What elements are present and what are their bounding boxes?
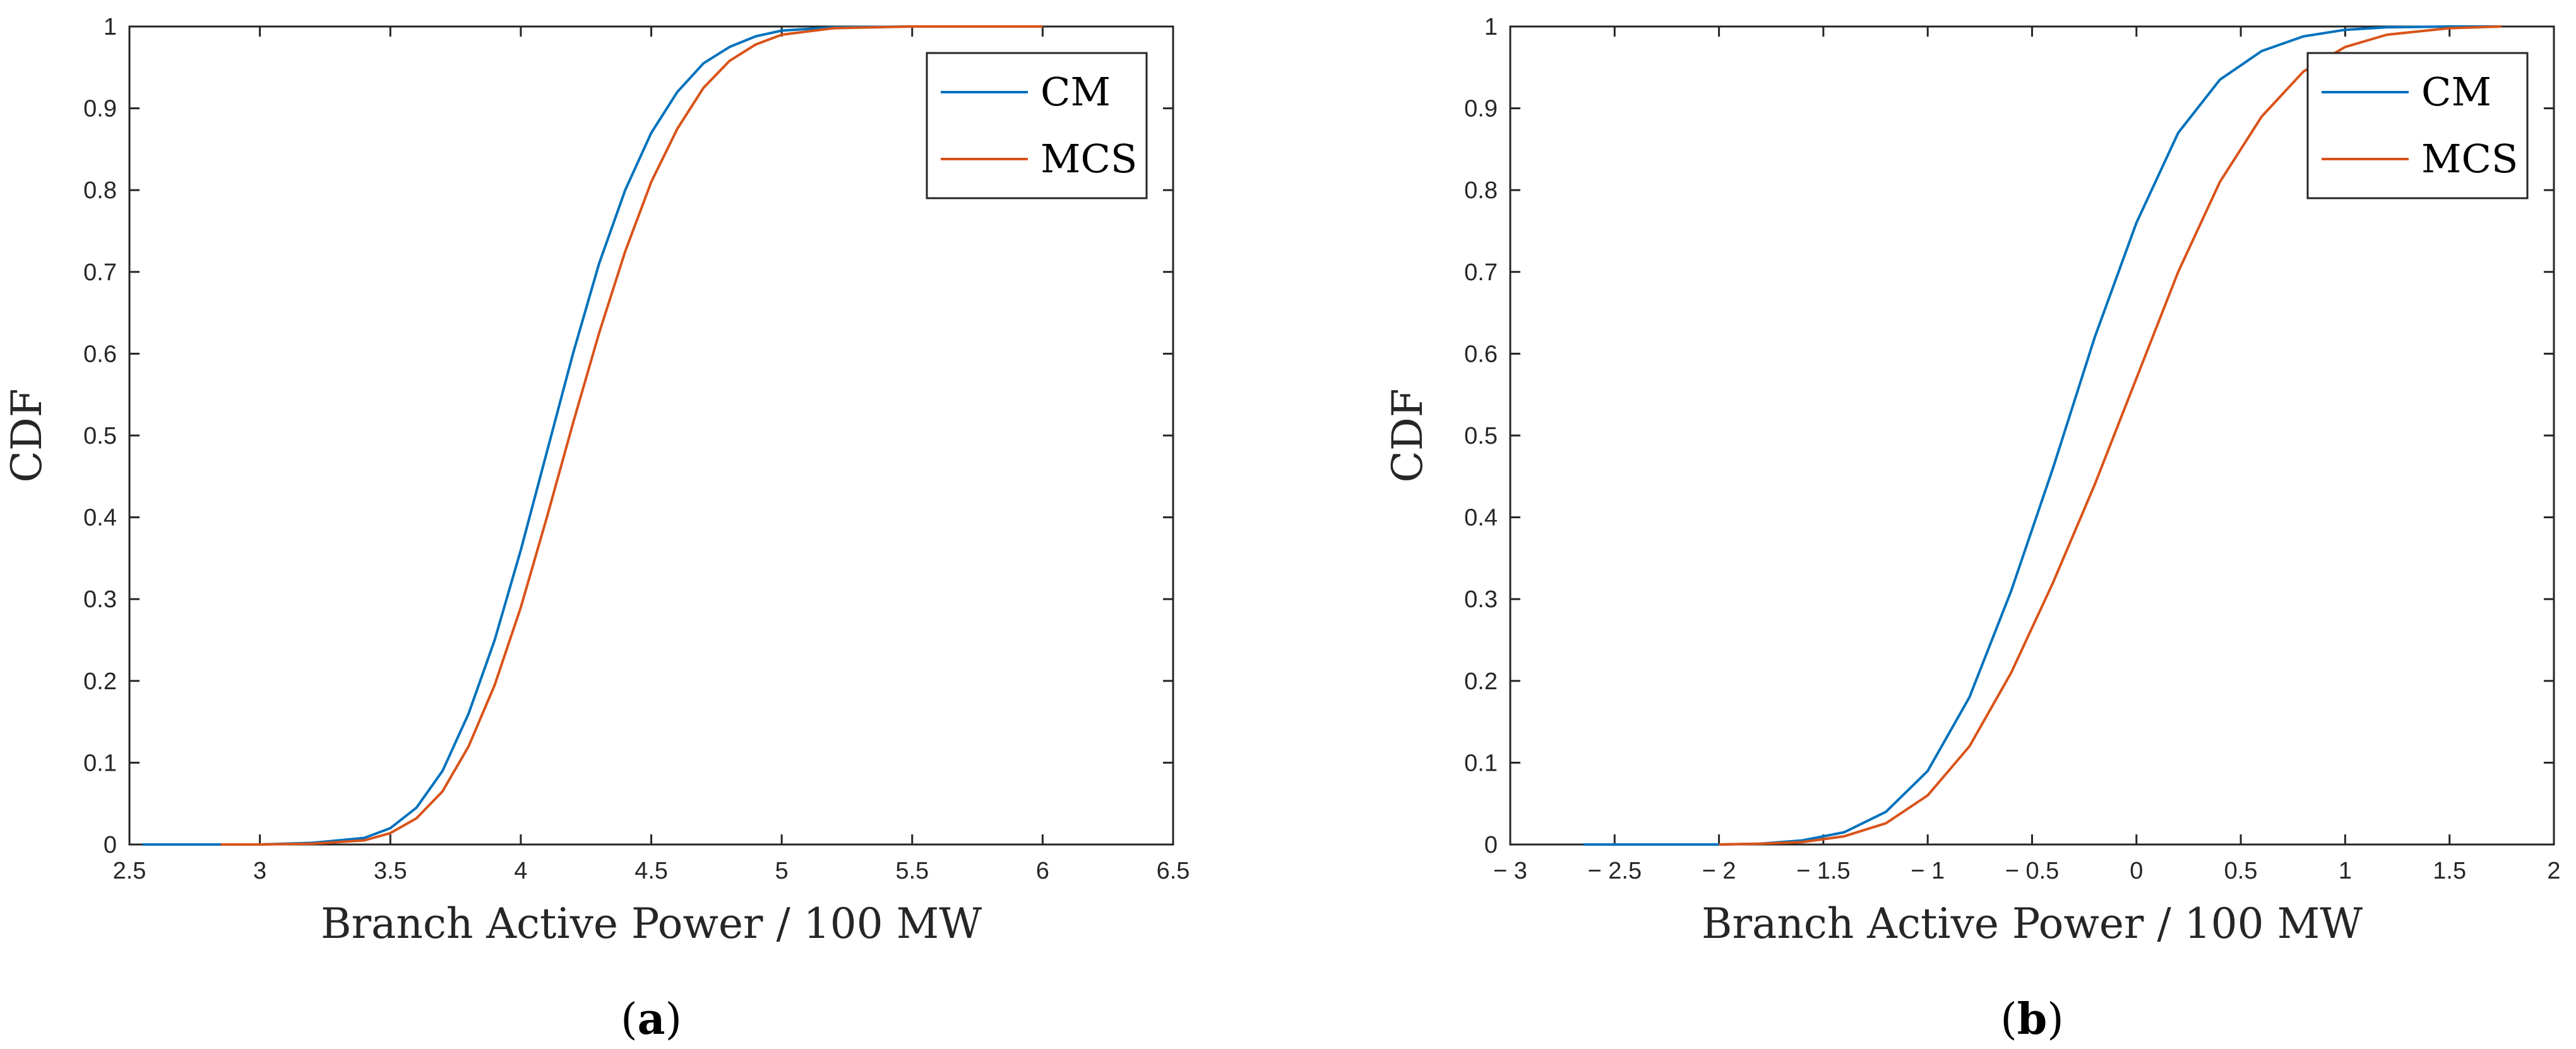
legend-b: CM MCS	[2306, 52, 2529, 199]
x-tick-label-b: − 2	[1702, 858, 1736, 884]
y-tick-label-a: 0.1	[83, 750, 117, 776]
x-tick-label-b: 2	[2547, 858, 2560, 884]
series-line-cm-a	[142, 25, 1043, 846]
x-tick-label-b: 0	[2130, 858, 2143, 884]
y-tick-label-b: 0.4	[1464, 505, 1498, 531]
y-tick-label-b: 0	[1484, 832, 1498, 858]
y-axis-label-a: CDF	[3, 388, 51, 482]
y-tick-label-b: 0.5	[1464, 423, 1498, 449]
panel-letter-b: b	[2017, 994, 2048, 1045]
legend-box-b	[2306, 52, 2529, 199]
series-line-mcs-b	[1719, 25, 2502, 846]
y-tick-label-b: 0.2	[1464, 668, 1498, 695]
panel-label-b: (b)	[2000, 994, 2064, 1045]
x-tick-label-a: 6	[1036, 858, 1049, 884]
x-tick-label-b: 1	[2339, 858, 2352, 884]
legend-label-cm-b: CM	[2421, 69, 2491, 115]
y-tick-label-b: 0.1	[1464, 750, 1498, 776]
x-tick-label-a: 5	[775, 858, 789, 884]
y-tick-label-a: 0.6	[83, 341, 117, 367]
y-tick-label-b: 0.3	[1464, 586, 1498, 613]
series-line-mcs-a	[220, 25, 1043, 846]
x-axis-label-b: Branch Active Power / 100 MW	[1702, 899, 2363, 948]
y-tick-label-a: 0.2	[83, 668, 117, 695]
y-tick-label-a: 0.5	[83, 423, 117, 449]
series-line-cm-b	[1583, 25, 2502, 846]
y-tick-label-a: 0.7	[83, 259, 117, 286]
y-tick-label-b: 0.6	[1464, 341, 1498, 367]
legend-label-mcs-b: MCS	[2421, 136, 2518, 182]
y-tick-label-a: 0.8	[83, 177, 117, 204]
x-tick-label-b: − 0.5	[2005, 858, 2060, 884]
x-tick-label-b: 1.5	[2433, 858, 2466, 884]
x-tick-label-a: 3	[253, 858, 266, 884]
chart-panel-a: Branch Active Power / 100 MW CDF (a) 2.5…	[3, 14, 1190, 1045]
y-tick-label-b: 0.7	[1464, 259, 1498, 286]
y-tick-label-a: 0.9	[83, 96, 117, 122]
x-tick-label-a: 6.5	[1157, 858, 1190, 884]
y-tick-label-b: 0.8	[1464, 177, 1498, 204]
x-tick-label-a: 5.5	[895, 858, 929, 884]
x-tick-label-b: − 1	[1911, 858, 1945, 884]
y-tick-label-a: 0.4	[83, 505, 117, 531]
x-axis-label-a: Branch Active Power / 100 MW	[321, 899, 982, 948]
x-tick-label-a: 2.5	[113, 858, 146, 884]
x-tick-label-a: 3.5	[374, 858, 407, 884]
panel-label-a: (a)	[621, 994, 682, 1045]
y-axis-label-b: CDF	[1383, 388, 1432, 482]
y-tick-label-b: 1	[1484, 14, 1498, 40]
x-tick-label-b: 0.5	[2224, 858, 2258, 884]
legend-box-a	[926, 52, 1148, 199]
y-tick-label-a: 0	[104, 832, 117, 858]
x-tick-label-b: − 1.5	[1796, 858, 1851, 884]
y-tick-label-a: 1	[104, 14, 117, 40]
x-tick-label-a: 4	[514, 858, 527, 884]
y-tick-label-a: 0.3	[83, 586, 117, 613]
legend-a: CM MCS	[926, 52, 1148, 199]
x-tick-label-a: 4.5	[635, 858, 668, 884]
x-tick-label-b: − 2.5	[1588, 858, 1642, 884]
legend-label-cm-a: CM	[1041, 69, 1111, 115]
legend-label-mcs-a: MCS	[1041, 136, 1137, 182]
x-tick-label-b: − 3	[1493, 858, 1527, 884]
panel-letter-a: a	[637, 994, 665, 1045]
chart-panel-b: Branch Active Power / 100 MW CDF (b) − 3…	[1383, 14, 2561, 1045]
y-tick-label-b: 0.9	[1464, 96, 1498, 122]
